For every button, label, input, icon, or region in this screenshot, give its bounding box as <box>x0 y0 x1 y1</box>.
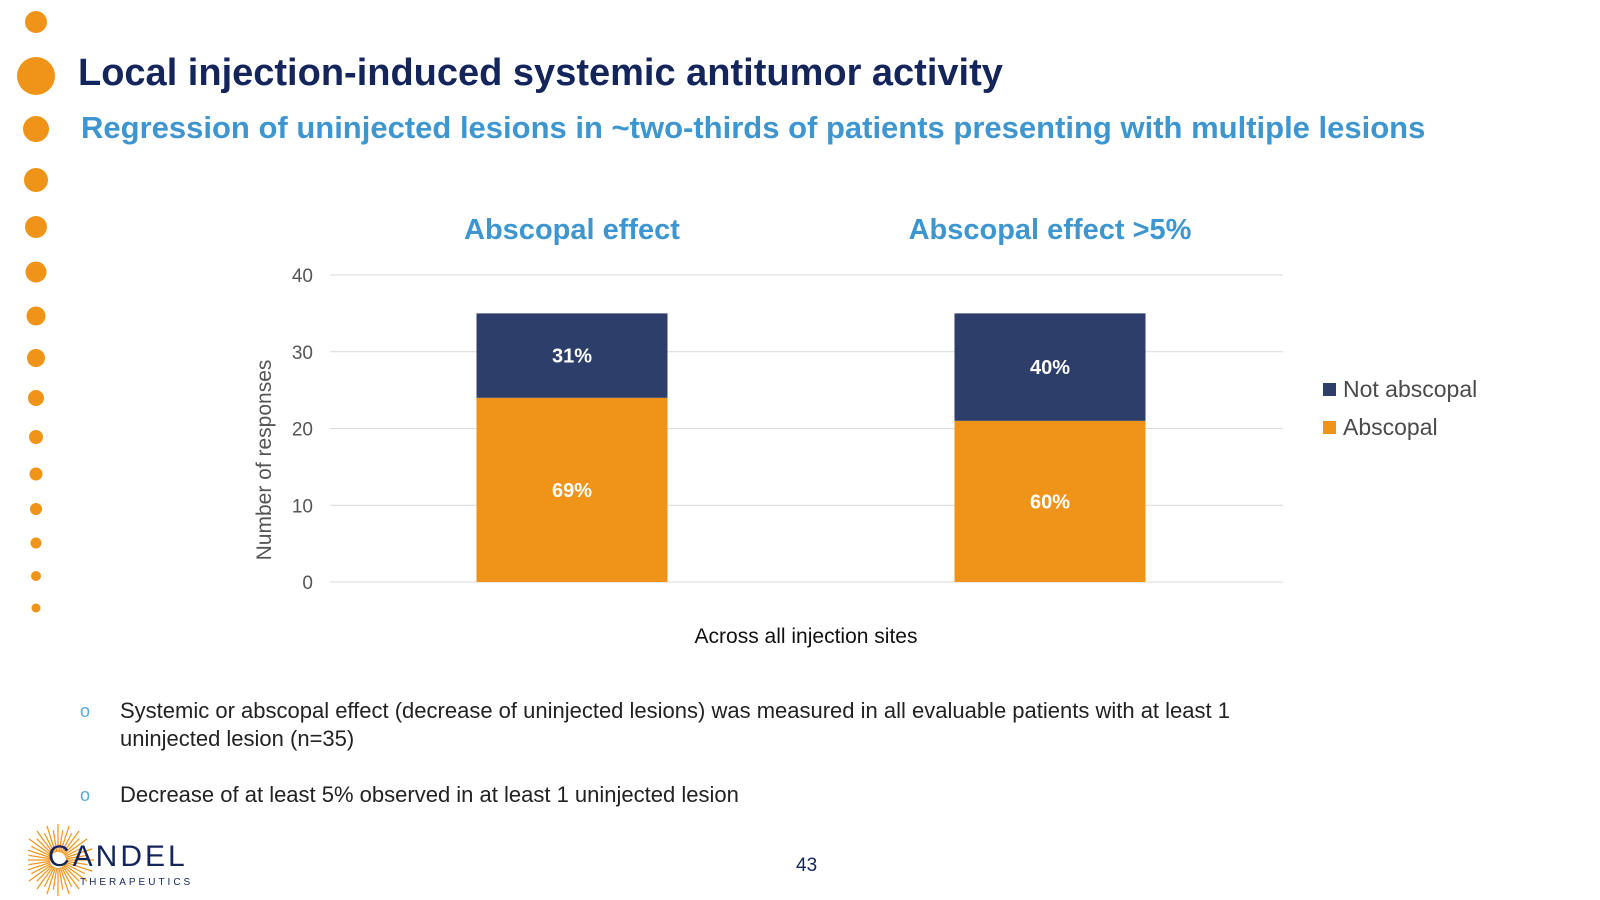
decorative-dot <box>30 503 42 515</box>
sunburst-ray <box>46 825 57 853</box>
bullet-item: o Systemic or abscopal effect (decrease … <box>80 697 1320 753</box>
sunburst-ray <box>61 866 73 888</box>
decorative-dot <box>29 467 43 481</box>
sunburst-ray <box>46 867 57 895</box>
legend-label-abscopal: Abscopal <box>1343 413 1438 440</box>
slide-subtitle: Regression of uninjected lesions in ~two… <box>81 110 1426 145</box>
decorative-dot <box>17 57 55 95</box>
sunburst-ray <box>65 854 88 860</box>
y-tick-label: 30 <box>292 343 313 364</box>
data-label-abscopal: 60% <box>1030 491 1070 513</box>
sunburst-ray <box>43 832 55 854</box>
bullet-text: Decrease of at least 5% observed in at l… <box>120 782 739 807</box>
sunburst-ray <box>62 830 80 854</box>
sunburst-ray <box>58 867 64 890</box>
decorative-dot <box>29 430 43 444</box>
bullet-item: o Decrease of at least 5% observed in at… <box>80 781 1320 809</box>
sunburst-ray <box>64 838 88 856</box>
logo-tagline: THERAPEUTICS <box>80 877 194 888</box>
bar-not-abscopal <box>476 313 668 398</box>
sunburst-ray <box>61 832 73 854</box>
legend-item-not-abscopal: Not abscopal <box>1323 370 1477 408</box>
bullet-list: o Systemic or abscopal effect (decrease … <box>80 697 1320 837</box>
chart-heading-abscopal-effect: Abscopal effect <box>464 214 680 246</box>
sunburst-ray <box>28 854 51 860</box>
sunburst-ray <box>28 861 51 871</box>
sunburst-ray <box>58 830 64 853</box>
candel-sunburst-logo-icon <box>28 824 94 896</box>
decorative-dot <box>31 603 41 613</box>
x-axis-label: Across all injection sites <box>695 625 918 648</box>
data-label-not-abscopal: 31% <box>552 346 592 368</box>
sunburst-ray <box>59 825 70 853</box>
sunburst-ray <box>63 865 80 882</box>
sunburst-ray <box>36 865 53 882</box>
y-tick-label: 20 <box>292 420 313 441</box>
decorative-dot <box>31 571 41 581</box>
sunburst-ray <box>28 864 52 882</box>
sunburst-ray <box>65 861 93 872</box>
sunburst-ray <box>62 866 80 890</box>
legend-swatch-not-abscopal <box>1323 382 1336 396</box>
y-axis-label: Number of responses <box>253 360 276 561</box>
sunburst-ray <box>52 830 58 853</box>
decorative-dot <box>26 306 46 326</box>
y-tick-label: 40 <box>292 266 313 287</box>
decorative-dot <box>30 537 42 549</box>
bar-abscopal <box>954 420 1146 582</box>
sunburst-ray <box>64 845 86 857</box>
sunburst-ray <box>65 860 88 866</box>
decorative-dot <box>27 349 45 367</box>
legend-swatch-abscopal <box>1323 420 1336 434</box>
legend-item-abscopal: Abscopal <box>1323 408 1477 446</box>
decorative-dot <box>25 261 47 283</box>
decorative-dot <box>23 116 49 142</box>
sunburst-ray <box>64 864 88 882</box>
sunburst-ray <box>43 866 55 888</box>
logo-wordmark: CANDEL <box>48 840 188 873</box>
sunburst-ray <box>65 848 93 859</box>
sunburst-ray <box>28 849 51 859</box>
decorative-dot <box>25 11 47 33</box>
decorative-dot <box>24 168 48 192</box>
y-tick-label: 10 <box>292 496 313 517</box>
chart-heading-abscopal-effect-5pct: Abscopal effect >5% <box>908 214 1192 246</box>
sunburst-ray <box>64 863 86 875</box>
legend-label-not-abscopal: Not abscopal <box>1343 375 1478 402</box>
sunburst-ray <box>52 867 58 890</box>
slide-title: Local injection-induced systemic antitum… <box>78 52 1003 94</box>
sunburst-ray <box>30 845 52 857</box>
sunburst-ray <box>36 830 54 854</box>
sunburst-ray <box>36 866 54 890</box>
decorative-dot <box>25 216 47 238</box>
decorative-dot-column <box>17 11 55 613</box>
sunburst-ray <box>28 860 51 866</box>
y-tick-label: 0 <box>302 573 313 594</box>
data-label-not-abscopal: 40% <box>1030 357 1070 379</box>
data-label-abscopal: 69% <box>552 480 592 502</box>
sunburst-ray <box>63 838 80 855</box>
sunburst-ray <box>59 867 70 895</box>
sunburst-ray <box>36 838 53 855</box>
bar-not-abscopal <box>954 313 1146 421</box>
sunburst-ray <box>28 838 52 856</box>
bullet-marker: o <box>80 785 91 805</box>
chart-legend: Not abscopal Abscopal <box>1323 370 1477 446</box>
bullet-text: Systemic or abscopal effect (decrease of… <box>120 698 1230 751</box>
sunburst-ray <box>30 863 52 875</box>
bar-abscopal <box>476 397 668 582</box>
bullet-marker: o <box>80 701 91 721</box>
page-number: 43 <box>796 855 818 876</box>
decorative-dot <box>28 390 44 406</box>
